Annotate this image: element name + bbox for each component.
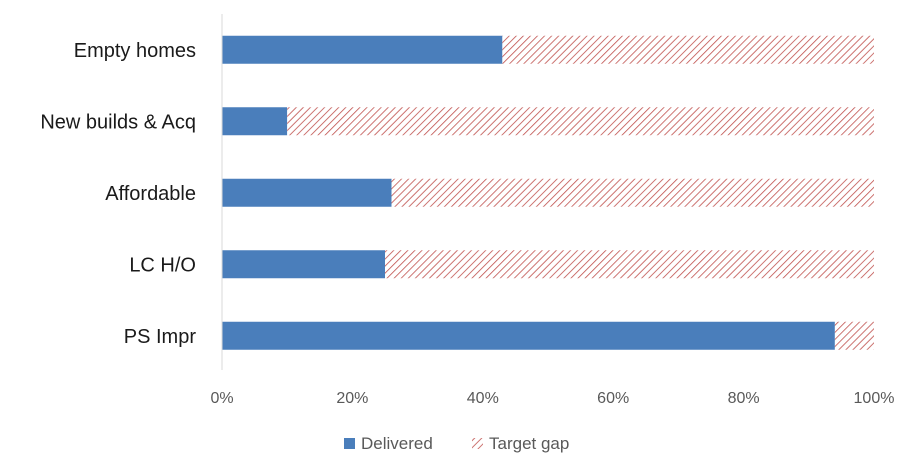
legend-label: Delivered: [361, 434, 433, 453]
legend-swatch-target-gap: [472, 438, 483, 449]
legend-swatch-delivered: [344, 438, 355, 449]
bar-delivered: [222, 321, 835, 350]
bar-target-gap: [834, 321, 874, 350]
bar-delivered: [222, 178, 392, 207]
bar-target-gap: [287, 107, 874, 136]
x-tick-label: 0%: [210, 390, 233, 407]
bar-delivered: [222, 35, 503, 64]
category-label: Empty homes: [74, 40, 196, 62]
x-tick-label: 80%: [728, 390, 760, 407]
x-tick-label: 60%: [597, 390, 629, 407]
x-tick-label: 20%: [336, 390, 368, 407]
x-axis-ticks: 0% 20% 40% 60% 80% 100%: [210, 390, 894, 407]
bar-target-gap: [502, 35, 874, 64]
bar-delivered: [222, 107, 288, 136]
bar-target-gap: [391, 178, 874, 207]
category-label: Affordable: [105, 183, 196, 205]
bar-target-gap: [385, 250, 874, 279]
category-label: LC H/O: [129, 254, 196, 276]
category-label: New builds & Acq: [40, 111, 196, 133]
category-label: PS Impr: [124, 326, 197, 348]
bars-layer: [222, 35, 874, 350]
legend: Delivered Target gap: [344, 434, 569, 453]
x-tick-label: 40%: [467, 390, 499, 407]
bar-delivered: [222, 250, 385, 279]
category-labels: Empty homes New builds & Acq Affordable LC …: [40, 40, 196, 348]
legend-label: Target gap: [489, 434, 569, 453]
x-tick-label: 100%: [854, 390, 895, 407]
